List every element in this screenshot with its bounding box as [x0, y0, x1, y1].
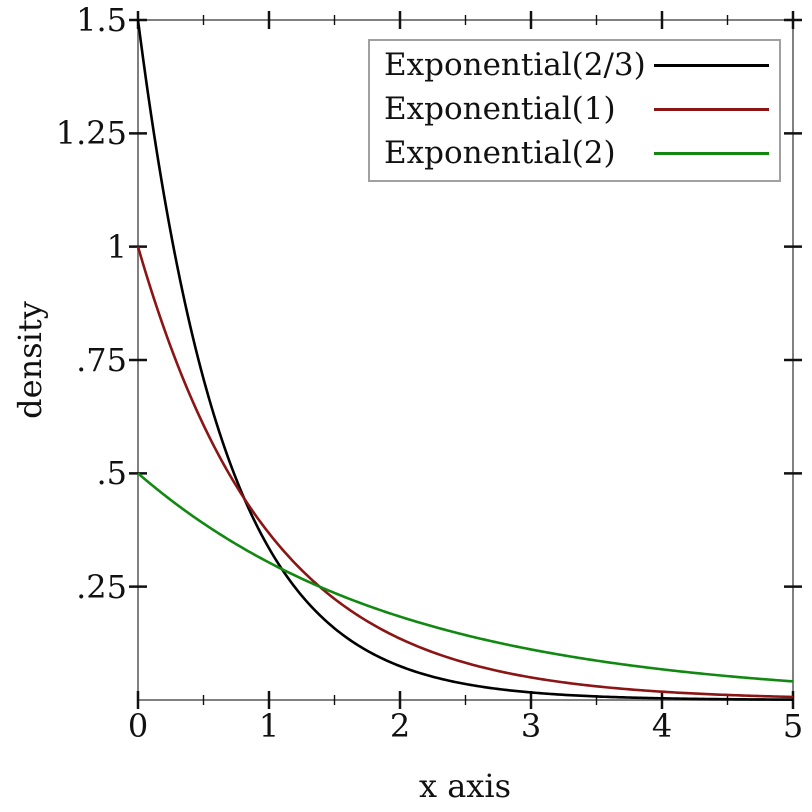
legend-entry: Exponential(2) [384, 131, 769, 175]
legend-line-swatch [654, 63, 769, 67]
y-tick-label: .25 [76, 567, 127, 606]
legend-entry-label: Exponential(2) [384, 135, 616, 171]
curve-exponential-2 [137, 472, 794, 683]
curve-exponential-1 [136, 246, 794, 699]
y-tick-label: 1.25 [55, 114, 127, 153]
legend: Exponential(2/3) Exponential(1) Exponentia… [368, 39, 781, 182]
x-tick-label: 5 [782, 707, 804, 745]
legend-entry-label: Exponential(2/3) [384, 47, 646, 83]
y-tick-label: 1 [106, 227, 127, 266]
x-tick-label: 0 [127, 707, 149, 745]
x-tick-label: 4 [651, 707, 673, 745]
y-axis-title: density [11, 301, 49, 419]
y-tick-label: 1.5 [76, 1, 127, 39]
legend-entry: Exponential(1) [384, 87, 769, 131]
legend-line-swatch [654, 151, 769, 155]
x-tick-label: 1 [258, 707, 280, 745]
x-tick-label: 3 [520, 707, 542, 745]
x-tick-label: 2 [389, 707, 411, 745]
legend-entry-label: Exponential(1) [384, 91, 616, 127]
legend-line-swatch [654, 107, 769, 111]
y-tick-label: .75 [76, 341, 127, 379]
y-tick-label: .5 [96, 454, 127, 493]
x-axis-title: x axis [419, 767, 511, 805]
legend-entry: Exponential(2/3) [384, 43, 769, 87]
